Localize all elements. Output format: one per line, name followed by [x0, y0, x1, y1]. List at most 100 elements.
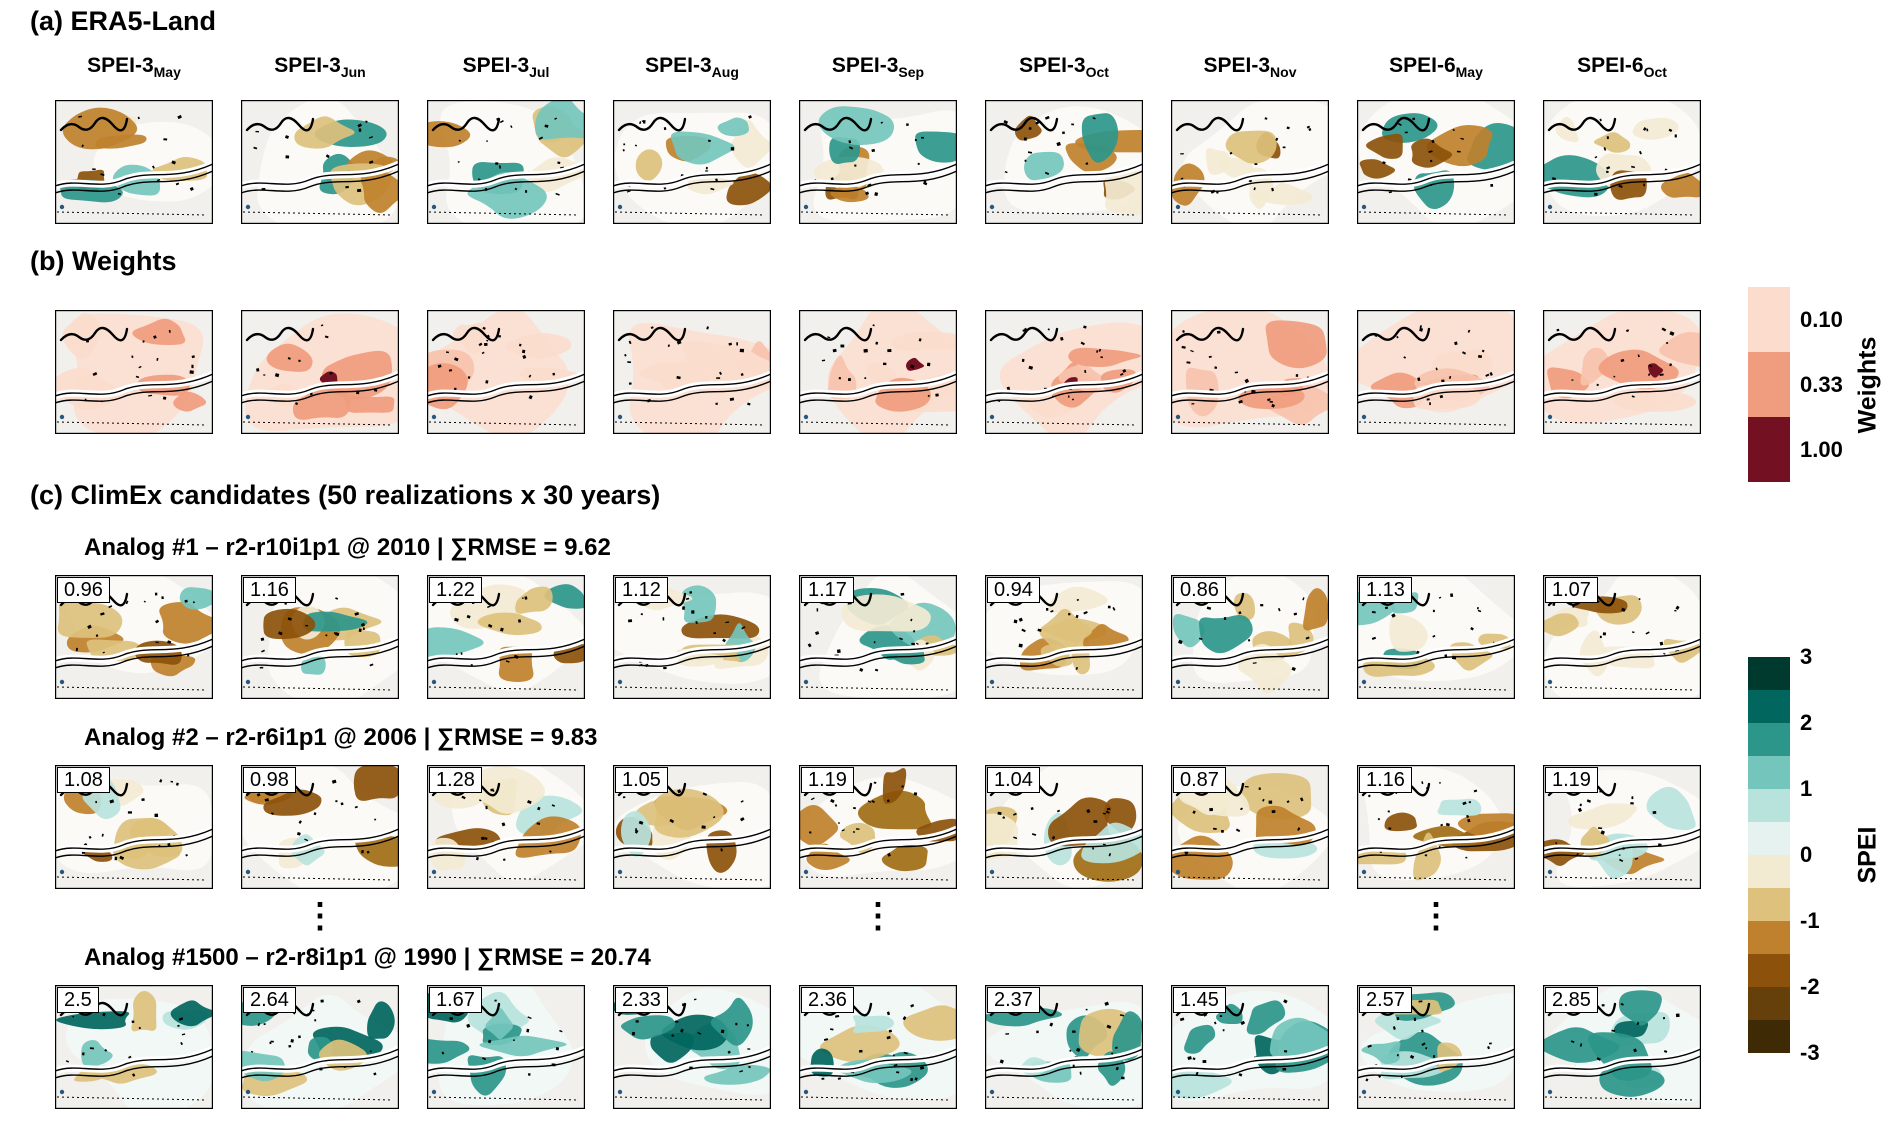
month-subscript: Jul — [529, 64, 550, 81]
spei-colorbar-axis-label: SPEI — [1853, 826, 1882, 884]
map-thumbnail — [55, 100, 213, 224]
analog-label: Analog #2 – r2-r6i1p1 @ 2006 | ∑RMSE = 9… — [84, 724, 598, 751]
month-subscript: Aug — [711, 64, 739, 81]
rmse-value: 1.19 — [1545, 767, 1598, 793]
spei-label: SPEI-3 — [462, 54, 530, 77]
map-thumbnail — [985, 765, 1143, 889]
rmse-value: 2.57 — [1359, 987, 1412, 1013]
colorbar-tick: 0.10 — [1800, 306, 1843, 332]
colorbar-tick: -1 — [1800, 908, 1820, 933]
spei-label: SPEI-3 — [274, 54, 341, 77]
colorbar-segment — [1748, 352, 1790, 417]
rmse-value: 0.94 — [987, 577, 1040, 603]
colorbar-segment — [1748, 888, 1790, 921]
colorbar-tick: 0 — [1800, 842, 1813, 867]
month-subscript: May — [1455, 64, 1483, 81]
colorbar-segment — [1748, 657, 1790, 690]
analog-1-map: 0.86 — [1171, 575, 1329, 699]
weights-map — [799, 310, 957, 434]
colorbar-segment — [1748, 690, 1790, 723]
map-thumbnail — [427, 100, 585, 224]
era5-map — [1357, 100, 1515, 224]
colorbar-segment — [1748, 987, 1790, 1020]
colorbar-segment — [1748, 417, 1790, 482]
map-thumbnail — [1357, 765, 1515, 889]
map-thumbnail — [55, 310, 213, 434]
analog-2-map: 0.98 — [241, 765, 399, 889]
panel-b-title: (b) Weights — [30, 246, 177, 276]
analog-1500-map: 2.64 — [241, 985, 399, 1109]
map-thumbnail — [613, 985, 771, 1109]
map-thumbnail — [799, 310, 957, 434]
analog-1500-map: 1.67 — [427, 985, 585, 1109]
map-thumbnail — [241, 575, 399, 699]
analog-2-map: 1.16 — [1357, 765, 1515, 889]
map-thumbnail — [985, 985, 1143, 1109]
spei-label: SPEI-3 — [1019, 54, 1086, 77]
map-thumbnail — [799, 765, 957, 889]
map-thumbnail — [613, 765, 771, 889]
spei-colorbar — [1748, 657, 1790, 1053]
analog-1500-map: 2.36 — [799, 985, 957, 1109]
column-header: SPEI-6May — [1357, 54, 1515, 80]
analog-1500-map: 2.57 — [1357, 985, 1515, 1109]
analog-1500-map: 1.45 — [1171, 985, 1329, 1109]
column-header: SPEI-3Sep — [799, 54, 957, 80]
rmse-value: 1.17 — [801, 577, 854, 603]
map-thumbnail — [985, 310, 1143, 434]
colorbar-tick: 0.33 — [1800, 371, 1843, 397]
month-subscript: Oct — [1085, 64, 1109, 81]
rmse-value: 1.16 — [1359, 767, 1412, 793]
spei-label: SPEI-3 — [831, 54, 899, 77]
map-thumbnail — [241, 100, 399, 224]
rmse-value: 1.45 — [1173, 987, 1226, 1013]
colorbar-tick: 1.00 — [1800, 436, 1843, 462]
rmse-value: 2.36 — [801, 987, 854, 1013]
rmse-value: 1.12 — [615, 577, 668, 603]
analog-2-map: 1.04 — [985, 765, 1143, 889]
era5-map — [613, 100, 771, 224]
map-thumbnail — [1357, 310, 1515, 434]
column-header: SPEI-6Oct — [1543, 54, 1701, 80]
analog-1500-map: 2.37 — [985, 985, 1143, 1109]
column-header: SPEI-3Aug — [613, 54, 771, 80]
spei-label: SPEI-3 — [645, 54, 712, 77]
rmse-value: 1.13 — [1359, 577, 1412, 603]
colorbar-segment — [1748, 921, 1790, 954]
analog-1500-map: 2.85 — [1543, 985, 1701, 1109]
map-thumbnail — [613, 310, 771, 434]
colorbar-segment — [1748, 822, 1790, 855]
map-thumbnail — [613, 100, 771, 224]
era5-map — [1171, 100, 1329, 224]
era5-map — [1543, 100, 1701, 224]
colorbar-tick: -3 — [1800, 1040, 1820, 1065]
weights-map — [613, 310, 771, 434]
analog-1-map: 0.96 — [55, 575, 213, 699]
era5-map — [427, 100, 585, 224]
rmse-value: 0.86 — [1173, 577, 1226, 603]
month-subscript: May — [153, 64, 181, 81]
era5-map — [241, 100, 399, 224]
rmse-value: 2.64 — [243, 987, 296, 1013]
map-thumbnail — [985, 575, 1143, 699]
month-subscript: Sep — [898, 64, 925, 81]
spei-label: SPEI-3 — [87, 54, 154, 77]
panel-a-title: (a) ERA5-Land — [30, 6, 217, 36]
rmse-value: 1.19 — [801, 767, 854, 793]
column-header: SPEI-3Jun — [241, 54, 399, 80]
colorbar-tick: 1 — [1800, 776, 1813, 801]
map-thumbnail — [799, 985, 957, 1109]
analog-2-map: 1.19 — [799, 765, 957, 889]
analog-1-map: 1.13 — [1357, 575, 1515, 699]
weights-map — [985, 310, 1143, 434]
map-thumbnail — [427, 310, 585, 434]
map-thumbnail — [1543, 765, 1701, 889]
analog-1-map: 0.94 — [985, 575, 1143, 699]
column-header: SPEI-3Oct — [985, 54, 1143, 80]
rmse-value: 1.05 — [615, 767, 668, 793]
colorbar-segment — [1748, 855, 1790, 888]
analog-1-map: 1.07 — [1543, 575, 1701, 699]
map-thumbnail — [1171, 100, 1329, 224]
rmse-value: 2.85 — [1545, 987, 1598, 1013]
